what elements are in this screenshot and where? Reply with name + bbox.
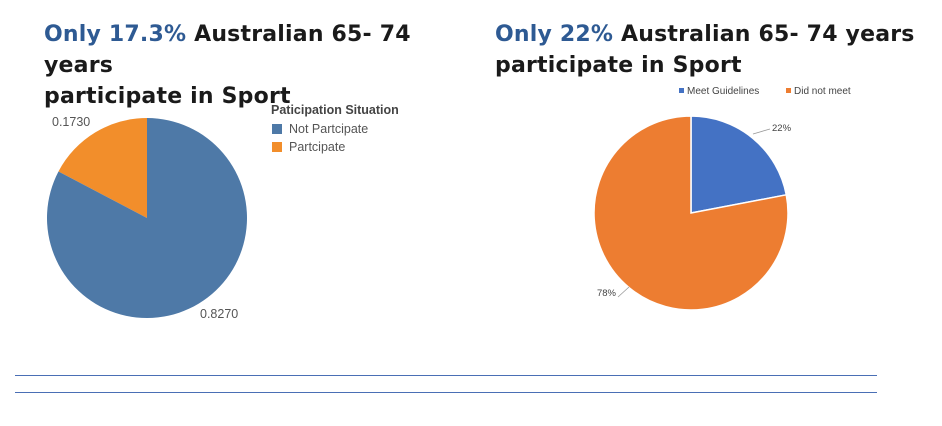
left-legend-swatch-partcipate <box>272 142 282 152</box>
divider-line-bottom <box>15 392 877 393</box>
left-pie-slice-not-partcipate <box>47 118 248 318</box>
right-heading-highlight: Only 22% <box>495 22 614 47</box>
right-pie-leader-meet-guidelines <box>752 128 771 135</box>
right-legend: Meet Guidelines Did not meet <box>679 86 851 97</box>
right-heading-line2: participate in Sport <box>495 53 742 78</box>
left-legend-swatch-not-partcipate <box>272 124 282 134</box>
right-pie-slice-meet-guidelines <box>690 115 788 214</box>
right-pie-chart: 22% 78% <box>593 115 792 311</box>
left-pie-chart: 0.1730 0.8270 <box>47 115 248 321</box>
right-pie-slice-did-not-meet <box>593 115 789 311</box>
left-legend-label-not-partcipate: Not Partcipate <box>289 122 368 136</box>
right-heading-line1: Australian 65- 74 years <box>613 22 915 47</box>
right-pie-label-meet-guidelines: 22% <box>772 123 792 134</box>
left-pie-label-not-partcipate: 0.8270 <box>200 307 238 321</box>
right-chart-heading: Only 22% Australian 65- 74 years partici… <box>495 19 925 81</box>
right-legend-swatch-did-not-meet <box>786 88 791 93</box>
left-legend-title: Paticipation Situation <box>271 103 399 117</box>
right-pie-label-did-not-meet: 78% <box>597 288 617 299</box>
right-legend-swatch-meet-guidelines <box>679 88 684 93</box>
divider-line-top <box>15 375 877 376</box>
left-pie-slice-partcipate <box>58 117 148 218</box>
right-legend-label-did-not-meet: Did not meet <box>794 86 851 97</box>
right-pie-leader-did-not-meet <box>617 286 630 298</box>
left-chart-heading: Only 17.3% Australian 65- 74 years parti… <box>44 19 474 112</box>
left-heading-line1: Australian 65- 74 years <box>44 22 411 78</box>
left-pie-label-partcipate: 0.1730 <box>52 115 90 129</box>
left-legend: Paticipation Situation Not Partcipate Par… <box>271 103 399 154</box>
left-legend-label-partcipate: Partcipate <box>289 140 345 154</box>
right-legend-label-meet-guidelines: Meet Guidelines <box>687 86 759 97</box>
left-heading-line2: participate in Sport <box>44 84 291 109</box>
left-heading-highlight: Only 17.3% <box>44 22 187 47</box>
